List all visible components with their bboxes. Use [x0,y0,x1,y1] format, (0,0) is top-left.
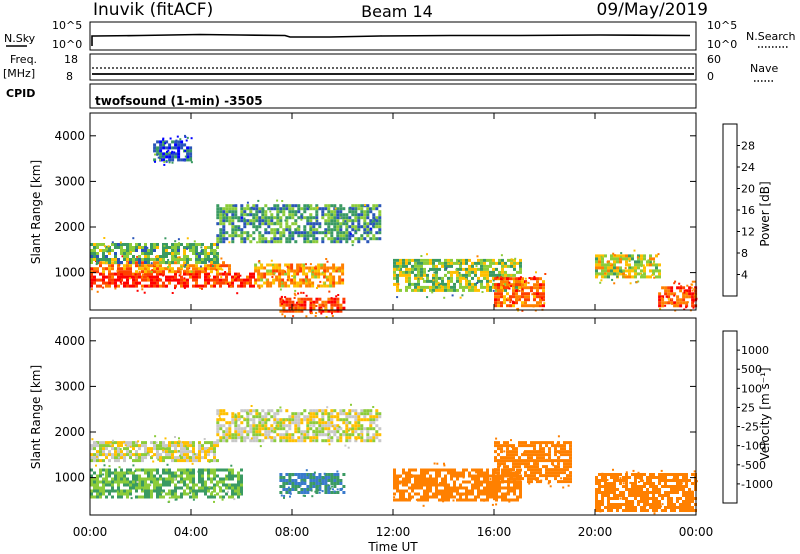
velocity-colorbar-tick: -500 [741,459,766,472]
velocity-colorbar-tick: -25 [741,421,759,434]
power-region-5 [254,258,345,293]
power-region-6 [279,291,346,318]
power-colorbar-tick: 12 [741,226,755,239]
freq-unit-label: [MHz] [3,67,35,80]
x-tick-label: 20:00 [578,525,613,539]
nave-tick-bottom: 0 [707,70,714,83]
power-colorbar-label: Power [dB] [758,181,772,246]
cpid-label: CPID [6,87,35,100]
power-region-0 [90,266,255,295]
x-axis-title: Time UT [367,540,418,554]
freq-tick-top: 18 [64,53,78,66]
cpid-program: twofsound (1-min) -3505 [95,94,263,108]
power-panel: 1000 2000 3000 4000 Slant Range [km] [29,112,698,318]
power-colorbar-tick: 24 [741,161,755,174]
velocity-region-5 [494,435,572,489]
x-tick-label: 12:00 [376,525,411,539]
velocity-ytick-label: 1000 [54,471,85,485]
noise-sky-line [91,33,691,46]
power-colorbar-tick: 4 [741,269,748,282]
noise-tick-bottom-left: 10^0 [52,38,82,51]
velocity-ytick-label: 3000 [54,379,85,393]
velocity-region-3 [279,469,346,499]
velocity-colorbar-tick: 25 [741,401,755,414]
velocity-colorbar-label: Velocity [m s⁻¹] [758,367,772,460]
noise-panel: N.Sky 10^5 10^0 10^5 10^0 N.Search [4,19,796,51]
power-ylabel: Slant Range [km] [29,160,43,264]
freq-label: Freq. [10,53,37,66]
power-ytick-label: 4000 [54,129,85,143]
velocity-region-6 [595,468,698,515]
date-title: 09/May/2019 [597,0,709,20]
velocity-colorbar-tick: -1000 [741,478,773,491]
power-region-10 [658,280,698,312]
power-colorbar-tick: 8 [741,247,748,260]
cpid-panel: CPID twofsound (1-min) -3505 [6,83,697,109]
time-axis: 00:00 04:00 08:00 12:00 16:00 20:00 00:00 [73,113,714,539]
power-colorbar-tick: 16 [741,204,755,217]
velocity-colorbar-tick: 1000 [741,344,769,357]
velocity-region-0 [90,435,219,467]
power-region-3 [153,134,193,166]
velocity-panel: 1000 2000 3000 4000 Slant Range [km] [29,317,698,516]
x-tick-label: 16:00 [477,525,512,539]
noise-tick-bottom-right: 10^0 [707,38,737,51]
station-title: Inuvik (fitACF) [93,0,213,20]
noise-tick-top-right: 10^5 [707,19,737,32]
beam-title: Beam 14 [361,2,433,21]
velocity-region-2 [216,403,382,449]
power-colorbar-tick: 20 [741,183,755,196]
velocity-data-layer [90,403,698,515]
power-ytick-label: 2000 [54,220,85,234]
power-region-2 [90,237,219,269]
velocity-ylabel: Slant Range [km] [29,365,43,469]
velocity-colorbar-tick: 100 [741,382,762,395]
noise-tick-top-left: 10^5 [52,19,82,32]
power-region-7 [393,253,522,299]
power-colorbar: 28 24 20 16 12 8 4 [722,123,755,297]
x-tick-label: 00:00 [679,525,714,539]
power-colorbar-tick: 28 [741,140,755,153]
velocity-colorbar: 1000 500 100 25 -25 -100 -500 -1000 [722,330,773,504]
power-region-4 [216,199,382,247]
noise-sky-label: N.Sky [4,32,36,45]
power-ytick-label: 1000 [54,266,85,280]
velocity-colorbar-tick: 500 [741,363,762,376]
velocity-region-1 [90,463,243,503]
power-region-9 [595,249,661,285]
noise-search-label: N.Search [746,30,796,43]
velocity-ytick-label: 4000 [54,334,85,348]
power-ytick-label: 3000 [54,174,85,188]
x-tick-label: 08:00 [275,525,310,539]
nave-label: Nave [750,62,778,75]
velocity-colorbar-tick: -100 [741,440,766,453]
freq-panel: Freq. [MHz] 18 8 60 0 Nave [3,53,778,83]
velocity-ytick-label: 2000 [54,425,85,439]
power-region-1 [90,255,231,280]
power-data-layer [90,134,698,318]
x-tick-label: 00:00 [73,525,108,539]
nave-tick-top: 60 [707,53,721,66]
x-tick-label: 04:00 [174,525,209,539]
freq-tick-bottom: 8 [66,70,73,83]
